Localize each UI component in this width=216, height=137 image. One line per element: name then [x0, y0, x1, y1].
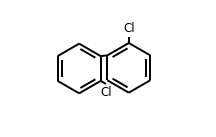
Text: Cl: Cl [123, 22, 135, 35]
Text: Cl: Cl [100, 85, 112, 99]
